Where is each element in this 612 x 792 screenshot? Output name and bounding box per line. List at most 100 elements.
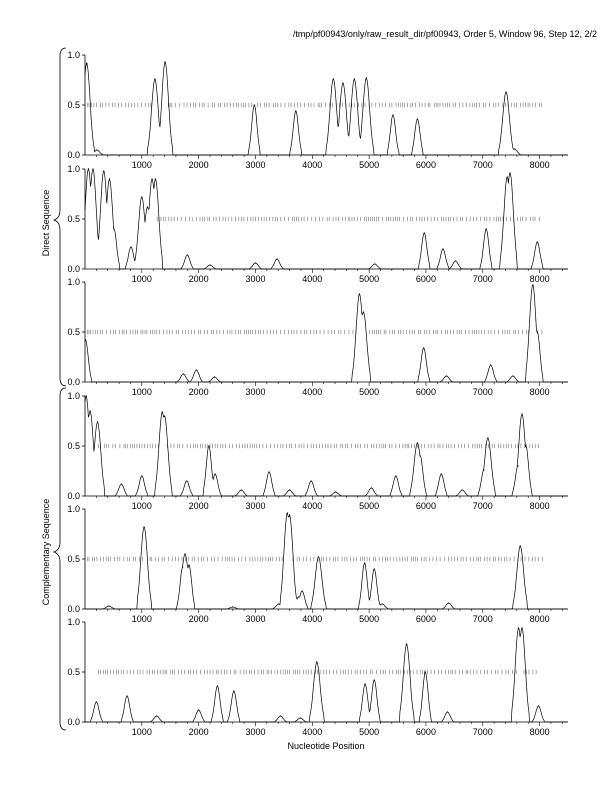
peak-point [373,679,375,681]
peak-point [295,110,297,112]
peak-point [419,455,421,457]
peak-point [208,445,210,447]
peak-point [395,475,397,477]
y-tick-label: 1.0 [67,391,80,401]
peak-point [184,553,186,555]
peak-point [423,232,425,234]
peak-point [141,196,143,198]
x-tick-label: 7000 [473,387,493,397]
y-tick-label: 0.0 [67,377,80,387]
peak-point [96,421,99,423]
y-tick-label: 0.5 [67,214,80,224]
y-tick-label: 0.0 [67,150,80,160]
x-tick-label: 5000 [359,387,379,397]
figure-title: /tmp/pf00943/only/raw_result_dir/pf00943… [293,29,597,39]
x-tick-label: 8000 [530,501,550,511]
peak-point [92,168,94,170]
x-tick-label: 6000 [416,501,436,511]
group-label-direct: Direct Sequence [41,190,51,257]
peak-point [448,602,450,604]
x-tick-label: 7000 [473,274,493,284]
peak-point [141,475,143,477]
peak-point [483,469,485,471]
x-tick-label: 1000 [132,614,152,624]
x-tick-label: 6000 [416,160,436,170]
half-marker-row [156,216,540,222]
peak-point [316,661,318,663]
peak-point [103,170,105,172]
peak-point [301,590,303,592]
peak-point [186,254,188,256]
x-tick-label: 3000 [245,160,265,170]
x-tick-label: 6000 [416,274,436,284]
peak-point [233,690,235,692]
peak-point [446,711,449,713]
peak-point [126,695,128,697]
peak-point [120,483,122,485]
group-label-complementary: Complementary Sequence [41,499,51,606]
peak-point [164,61,166,63]
x-tick-label: 4000 [302,501,322,511]
y-tick-label: 1.0 [67,164,80,174]
half-marker-row [98,669,537,675]
x-tick-label: 2000 [189,727,209,737]
x-tick-label: 7000 [473,614,493,624]
peak-point [288,489,291,491]
x-tick-label: 6000 [416,614,436,624]
x-tick-label: 8000 [530,614,550,624]
peak-point [143,526,145,528]
y-tick-label: 0.0 [67,604,80,614]
y-tick-label: 0.0 [67,264,80,274]
peak-point [454,260,457,262]
peak-point [490,364,492,366]
peak-point [461,489,463,491]
panel-3: 0.0 0.5 1.0 1000 2000 3000 4000 5000 6000 7000 800… [67,277,568,397]
peak-point [424,671,426,673]
x-tick-label: 6000 [416,727,436,737]
x-tick-label: 1000 [132,387,152,397]
peak-point [364,683,366,685]
peak-point [299,717,301,719]
x-tick-label: 8000 [530,727,550,737]
peak-point [334,491,337,493]
panel-2: 0.0 0.5 1.0 1000 2000 3000 4000 5000 6000 7000 800… [67,164,568,284]
peak-point [416,118,419,120]
y-tick-label: 0.5 [67,441,80,451]
x-tick-label: 3000 [245,614,265,624]
y-tick-label: 1.0 [67,617,80,627]
peak-point [85,395,87,397]
peak-point [254,262,257,264]
x-tick-label: 3000 [245,387,265,397]
peak-point [216,685,218,687]
peak-point [442,248,444,250]
peak-point [240,489,242,491]
signal-line [85,627,568,723]
x-tick-label: 2000 [189,387,209,397]
peak-point [381,603,383,605]
peak-point [86,62,88,64]
peak-point [154,178,157,180]
x-tick-label: 7000 [473,501,493,511]
peak-point [96,149,98,151]
x-tick-label: 1000 [132,160,152,170]
y-tick-label: 0.5 [67,100,80,110]
peak-point [537,705,540,707]
peak-point [130,246,132,248]
x-tick-label: 2000 [189,501,209,511]
peak-point [195,369,197,371]
peak-point [353,78,355,80]
panel-5: 0.0 0.5 1.0 1000 2000 3000 4000 5000 6000 7000 800… [67,504,568,624]
panel-4: 0.0 0.5 1.0 1000 2000 3000 4000 5000 6000 7000 800… [67,391,568,511]
peak-point [532,284,534,286]
x-tick-label: 6000 [416,387,436,397]
peak-point [198,709,200,711]
x-tick-label: 5000 [359,160,379,170]
peak-point [108,178,111,180]
panel-6: 0.0 0.5 1.0 1000 2000 3000 4000 5000 6000 7000 800… [67,617,568,737]
x-tick-label: 8000 [530,274,550,284]
peak-point [358,293,361,295]
peak-point [84,339,87,341]
peak-point [373,568,375,570]
